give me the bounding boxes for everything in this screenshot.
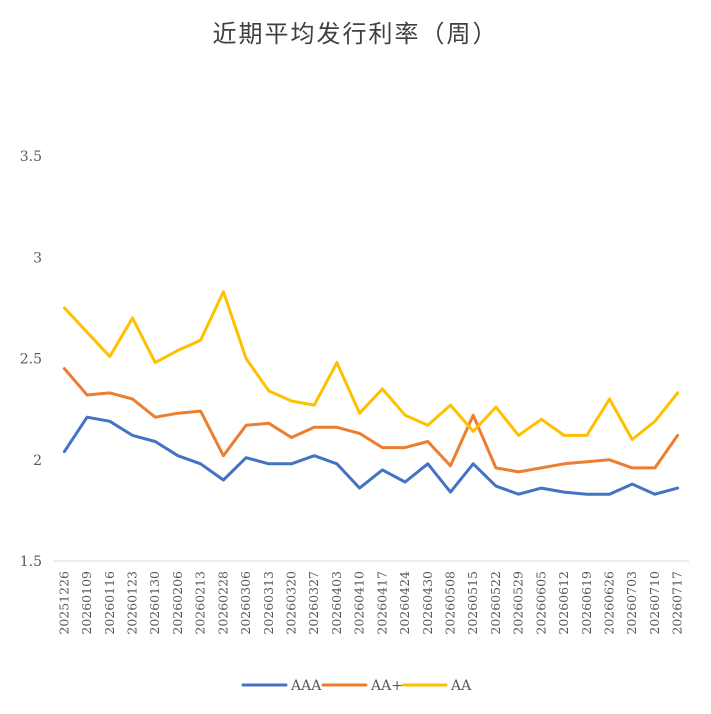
- x-tick-label: 20260508: [443, 571, 458, 635]
- x-tick-label: 20260109: [79, 571, 94, 635]
- x-tick-label: 20260430: [420, 571, 435, 635]
- x-tick-label: 20260529: [511, 571, 526, 635]
- x-tick-label: 20260130: [147, 571, 162, 635]
- series-lines: [62, 290, 680, 496]
- y-axis-ticks: 1.5 2 2.5 3 3.5: [20, 149, 42, 570]
- x-tick-label: 20260306: [238, 571, 253, 635]
- legend-label: AAA: [290, 678, 322, 694]
- x-tick-label: 20260515: [465, 571, 480, 635]
- x-tick-label: 20260717: [670, 571, 685, 635]
- x-tick-label: 20260710: [647, 571, 662, 635]
- x-tick-label: 20260403: [329, 571, 344, 635]
- legend-label: AA: [450, 678, 472, 694]
- x-tick-label: 20260320: [284, 571, 299, 635]
- x-tick-label: 20260116: [102, 571, 117, 635]
- x-tick-label: 20260410: [352, 571, 367, 635]
- chart-title: 近期平均发行利率（周）: [212, 20, 499, 48]
- legend-label: AA+: [370, 678, 403, 694]
- x-tick-label: 20260424: [397, 571, 412, 635]
- x-tick-label: 20260619: [579, 571, 594, 635]
- x-tick-label: 20260313: [261, 571, 276, 635]
- series-line-aa: [62, 290, 680, 441]
- x-tick-label: 20251226: [56, 571, 71, 635]
- legend: AAA AA+ AA: [241, 678, 472, 694]
- x-tick-label: 20260522: [488, 571, 503, 635]
- x-tick-label: 20260123: [125, 571, 140, 635]
- x-tick-label: 20260327: [306, 571, 321, 635]
- y-tick-label: 2.5: [20, 352, 42, 368]
- y-tick-label: 1.5: [20, 554, 42, 570]
- x-tick-label: 20260417: [374, 571, 389, 635]
- x-tick-label: 20260605: [533, 571, 548, 635]
- x-tick-label: 20260206: [170, 571, 185, 635]
- series-line-aa-plus: [62, 367, 680, 474]
- x-tick-label: 20260213: [193, 571, 208, 635]
- x-tick-label: 20260626: [602, 571, 617, 635]
- x-tick-label: 20260703: [624, 571, 639, 635]
- series-line-aaa: [62, 415, 680, 496]
- x-tick-label: 20260612: [556, 571, 571, 635]
- y-tick-label: 3.5: [20, 149, 42, 165]
- y-tick-label: 2: [33, 453, 42, 469]
- y-tick-label: 3: [33, 250, 42, 266]
- x-axis-ticks: 20251226 20260109 20260116 20260123 20260130…: [56, 571, 684, 635]
- x-tick-label: 20260228: [215, 571, 230, 635]
